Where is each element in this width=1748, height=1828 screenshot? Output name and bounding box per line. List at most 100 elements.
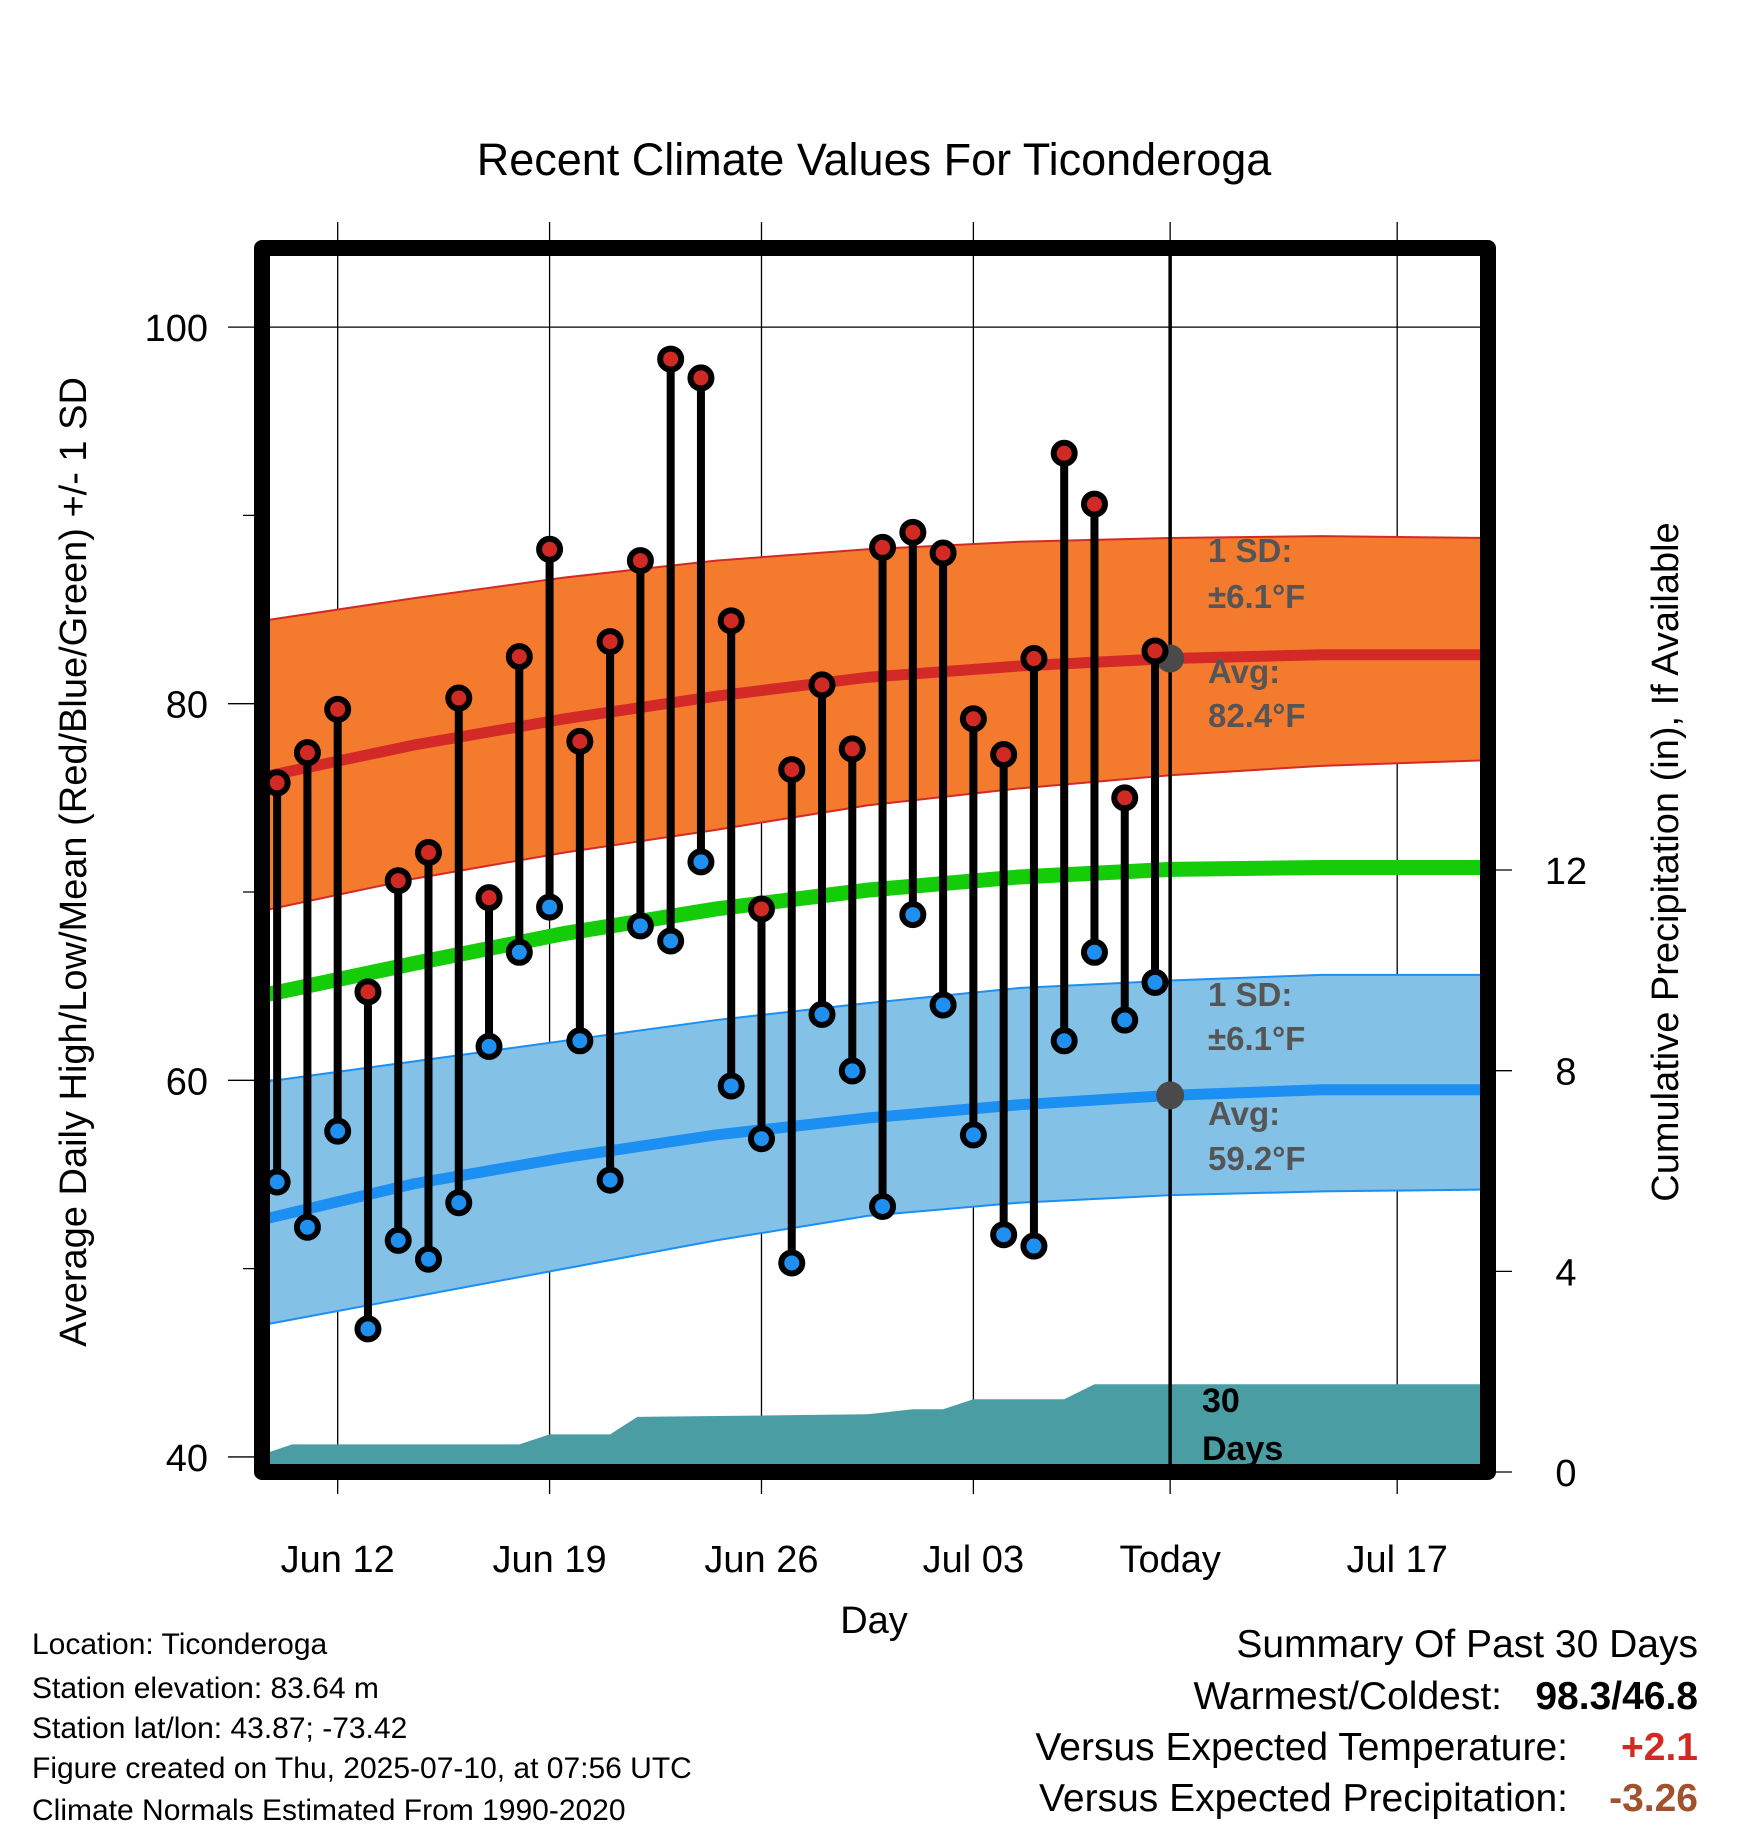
x-tick-label: Jun 19 (493, 1539, 607, 1581)
low-point (1141, 968, 1169, 996)
low-point (536, 893, 564, 921)
low-point (293, 1213, 321, 1241)
annotations: 1 SD: ±6.1°F Avg: 82.4°F 1 SD: ±6.1°F Av… (1202, 532, 1306, 1468)
mean-line (260, 860, 1488, 1003)
high-point (838, 735, 866, 763)
low-point (354, 1315, 382, 1343)
observations (263, 248, 1185, 1472)
y-tick-label-left: 60 (166, 1061, 208, 1103)
y-tick-label-left: 80 (166, 685, 208, 727)
x-tick-label: Jul 03 (923, 1539, 1024, 1581)
low-point (1020, 1232, 1048, 1260)
high-point (354, 978, 382, 1006)
normals-period-text: Climate Normals Estimated From 1990-2020 (32, 1794, 626, 1827)
y-tick-label-right: 8 (1555, 1052, 1576, 1094)
high-point (293, 739, 321, 767)
low-point (1111, 1006, 1139, 1034)
low-avg-label: Avg: (1208, 1095, 1280, 1132)
axes: Jun 12 Jun 19 Jun 26 Jul 03 Today Jul 1740608… (145, 240, 1587, 1581)
high-point (414, 838, 442, 866)
high-point (536, 535, 564, 563)
location-text: Location: Ticonderoga (32, 1628, 328, 1661)
high-point (747, 895, 775, 923)
latlon-text: Station lat/lon: 43.87; -73.42 (32, 1712, 408, 1745)
warmest-coldest-value: 98.3/46.8 (1535, 1675, 1698, 1718)
x-tick-label: Jun 12 (281, 1539, 395, 1581)
low-point (990, 1221, 1018, 1249)
high-point (596, 628, 624, 656)
precip-departure-label: Versus Expected Precipitation: (1039, 1777, 1568, 1820)
low-point (929, 991, 957, 1019)
low-point (596, 1166, 624, 1194)
low-avg-marker (1156, 1081, 1185, 1110)
high-avg-line (260, 649, 1488, 783)
low-point (505, 938, 533, 966)
low-point (808, 1000, 836, 1028)
precip-area (262, 1384, 1488, 1472)
high-point (566, 727, 594, 755)
y-tick-label-right: 4 (1555, 1252, 1576, 1294)
high-point (808, 671, 836, 699)
low-point (324, 1117, 352, 1145)
elevation-text: Station elevation: 83.64 m (32, 1672, 379, 1705)
low-point (626, 912, 654, 940)
temp-departure-value: +2.1 (1621, 1726, 1698, 1769)
days-count-word: Days (1202, 1430, 1283, 1468)
low-point (414, 1245, 442, 1273)
high-point (1020, 645, 1048, 673)
high-avg-value: 82.4°F (1208, 697, 1306, 734)
low-point (657, 927, 685, 955)
low-point (959, 1121, 987, 1149)
low-sd-value: ±6.1°F (1208, 1020, 1305, 1057)
high-point (717, 607, 745, 635)
high-point (929, 539, 957, 567)
x-tick-label: Today (1119, 1539, 1220, 1581)
high-point (657, 345, 685, 373)
low-point (778, 1249, 806, 1277)
x-tick-label: Jul 17 (1346, 1539, 1447, 1581)
high-point (626, 547, 654, 575)
high-avg-label: Avg: (1208, 653, 1280, 690)
summary-title: Summary Of Past 30 Days (1236, 1623, 1698, 1666)
low-point (717, 1072, 745, 1100)
low-point (475, 1032, 503, 1060)
high-point (384, 867, 412, 895)
low-point (838, 1057, 866, 1085)
high-point (778, 756, 806, 784)
low-avg-line (260, 1084, 1488, 1226)
precip-departure-value: -3.26 (1609, 1777, 1698, 1820)
x-tick-label: Jun 26 (704, 1539, 818, 1581)
high-point (899, 518, 927, 546)
high-point (1080, 490, 1108, 518)
low-point (747, 1125, 775, 1153)
high-point (1141, 637, 1169, 665)
high-point (505, 643, 533, 671)
y-tick-label-left: 40 (166, 1438, 208, 1480)
chart-title: Recent Climate Values For Ticonderoga (477, 134, 1273, 185)
low-point (899, 901, 927, 929)
low-point (384, 1226, 412, 1254)
low-sd-label: 1 SD: (1208, 976, 1292, 1013)
normal-bands (260, 535, 1489, 1472)
high-point (869, 533, 897, 561)
low-point (1050, 1027, 1078, 1055)
high-point (324, 695, 352, 723)
temp-departure-label: Versus Expected Temperature: (1035, 1726, 1568, 1769)
high-point (687, 364, 715, 392)
low-point (1080, 938, 1108, 966)
y-tick-label-right: 0 (1555, 1453, 1576, 1495)
plot-frame (254, 240, 1496, 1480)
high-point (1050, 439, 1078, 467)
warmest-coldest-label: Warmest/Coldest: (1193, 1675, 1502, 1718)
high-point (959, 705, 987, 733)
high-point (990, 741, 1018, 769)
high-sd-value: ±6.1°F (1208, 578, 1305, 615)
low-point (687, 848, 715, 876)
low-point (566, 1027, 594, 1055)
high-point (1111, 784, 1139, 812)
y-axis-title-right: Cumulative Precipitation (in), If Availa… (1645, 522, 1687, 1201)
y-tick-label-right: 12 (1545, 851, 1587, 893)
low-point (869, 1192, 897, 1220)
low-point (445, 1189, 473, 1217)
